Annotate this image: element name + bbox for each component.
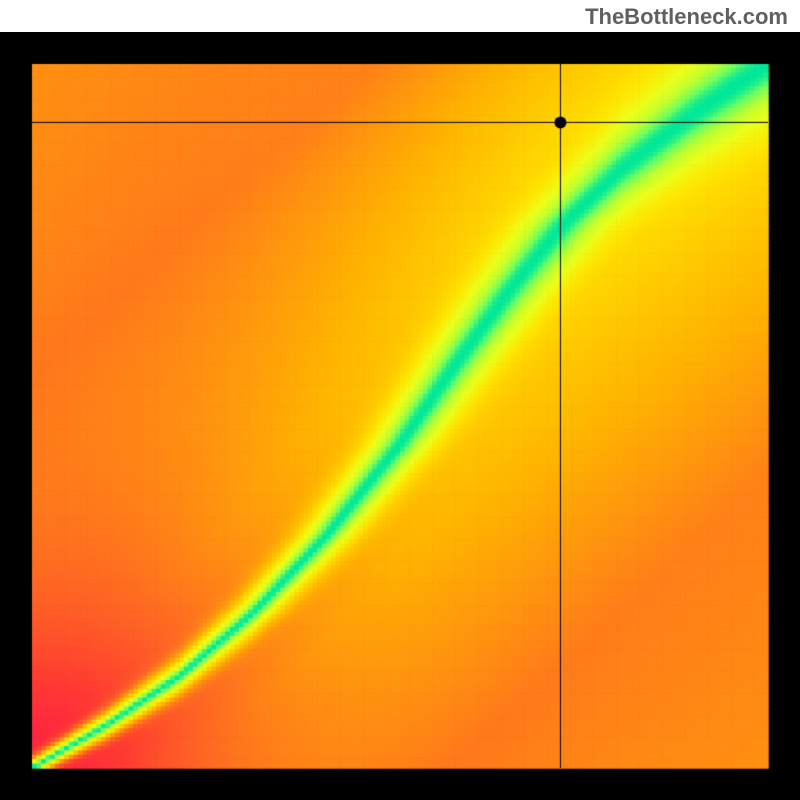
watermark-text: TheBottleneck.com [585,4,788,30]
root: TheBottleneck.com [0,0,800,800]
bottleneck-heatmap [0,32,800,800]
heatmap-wrapper [0,32,800,800]
